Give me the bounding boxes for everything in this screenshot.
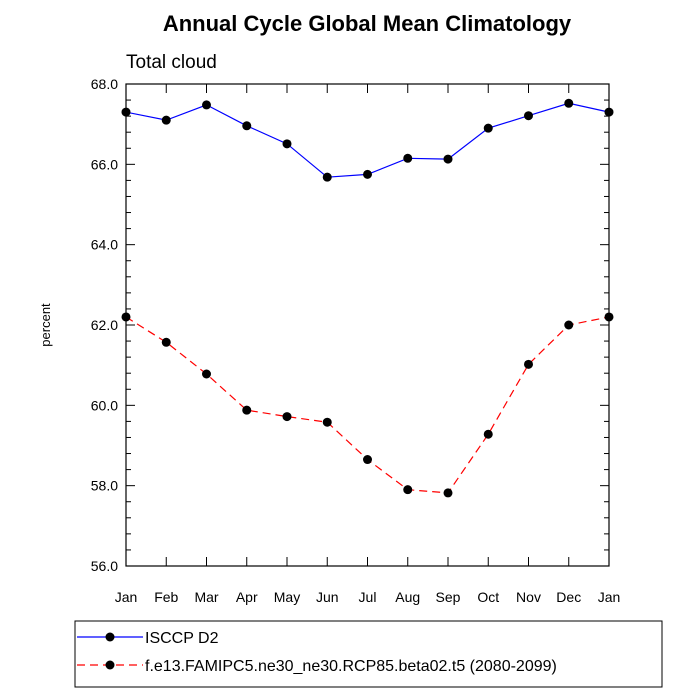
legend-marker-1 xyxy=(105,632,115,642)
series-1-point xyxy=(403,153,413,163)
legend-label-2: f.e13.FAMIPC5.ne30_ne30.RCP85.beta02.t5 … xyxy=(145,658,557,675)
series-2-point xyxy=(443,488,453,498)
y-tick-label: 58.0 xyxy=(91,478,118,494)
y-axis-label: percent xyxy=(38,303,53,347)
series-2-point xyxy=(604,312,614,322)
legend-marker-2 xyxy=(105,660,115,670)
plot-frame xyxy=(125,83,610,567)
x-tick-label: Dec xyxy=(556,589,581,605)
series-2-point xyxy=(403,485,413,495)
series-1-point xyxy=(483,123,493,133)
series-1-point xyxy=(282,139,292,149)
series-1-point xyxy=(121,107,131,117)
y-tick-label: 64.0 xyxy=(91,237,118,253)
x-tick-label: Jan xyxy=(115,589,138,605)
series-1-point xyxy=(564,98,574,108)
series-2-point xyxy=(121,312,131,322)
x-tick-label: Apr xyxy=(236,589,258,605)
series-line-1 xyxy=(125,102,610,178)
y-tick-label: 56.0 xyxy=(91,558,118,574)
x-tick-label: Nov xyxy=(516,589,541,605)
legend-label-1: ISCCP D2 xyxy=(145,630,219,647)
x-tick-label: Jul xyxy=(359,589,377,605)
series-1-point xyxy=(242,121,252,131)
x-tick-label: Oct xyxy=(477,589,499,605)
series-2-point xyxy=(483,429,493,439)
series-2-point xyxy=(524,359,533,369)
chart-title: Annual Cycle Global Mean Climatology xyxy=(163,11,572,36)
series-2-point xyxy=(161,337,171,347)
x-tick-label: Sep xyxy=(436,589,461,605)
series-1-point xyxy=(604,107,614,117)
y-tick-label: 66.0 xyxy=(91,156,118,172)
x-tick-label: Feb xyxy=(154,589,178,605)
legend: ISCCP D2 f.e13.FAMIPC5.ne30_ne30.RCP85.be… xyxy=(77,630,557,675)
y-tick-label: 60.0 xyxy=(91,397,118,413)
series-2-point xyxy=(564,320,574,330)
series-1-point xyxy=(202,100,211,110)
series-1-point xyxy=(443,154,453,164)
x-tick-label: May xyxy=(274,589,300,605)
x-tick-label: Jun xyxy=(316,589,339,605)
y-tick-label: 68.0 xyxy=(91,76,118,92)
x-tick-label: Mar xyxy=(194,589,218,605)
y-tick-label: 62.0 xyxy=(91,317,118,333)
axes: 56.0 58.0 60.0 62.0 64.0 66.0 68.0 Jan Feb Mar Apr… xyxy=(91,76,621,605)
chart-subtitle: Total cloud xyxy=(126,52,217,73)
series-2-point xyxy=(322,417,332,427)
series-1-point xyxy=(161,115,171,125)
series-2-point xyxy=(202,369,211,379)
series-2-point xyxy=(242,405,252,415)
series-2-point xyxy=(282,412,292,422)
legend-box xyxy=(74,620,663,688)
series-line-2 xyxy=(125,316,610,494)
x-tick-label: Aug xyxy=(395,589,420,605)
series-2-point xyxy=(363,455,372,465)
series-layer xyxy=(121,98,614,498)
series-1-point xyxy=(363,169,372,179)
series-1-point xyxy=(524,111,533,121)
x-tick-label: Jan xyxy=(598,589,621,605)
series-1-point xyxy=(322,172,332,182)
